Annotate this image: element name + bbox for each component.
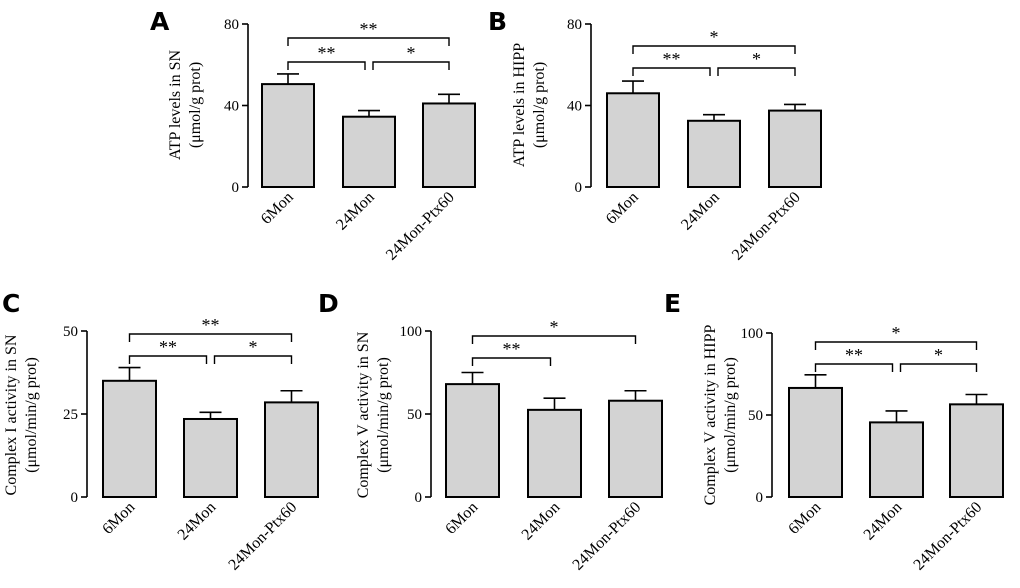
significance-bracket bbox=[372, 61, 450, 70]
y-tick-label: 80 bbox=[224, 17, 239, 33]
y-axis-label-line: Complex V activity in SN bbox=[355, 331, 372, 498]
y-tick-label: 0 bbox=[71, 490, 79, 506]
y-tick-label: 50 bbox=[407, 407, 422, 423]
category-label: 24Mon bbox=[861, 499, 906, 544]
bar bbox=[102, 379, 157, 498]
significance-bracket bbox=[287, 61, 366, 70]
bar bbox=[869, 421, 924, 499]
category-label: 6Mon bbox=[785, 499, 824, 538]
significance-bracket bbox=[814, 363, 894, 372]
y-axis-label: Complex V activity in HIPP (μmol/min/g pr… bbox=[702, 325, 739, 506]
category-label: 6Mon bbox=[603, 189, 642, 228]
significance-bracket bbox=[632, 67, 711, 76]
panel-letter: B bbox=[488, 7, 507, 36]
bar bbox=[608, 399, 663, 498]
bar bbox=[445, 383, 500, 498]
y-axis-label-line: (μmol/min/g prot) bbox=[23, 357, 40, 473]
y-axis-label-line: (μmol/min/g prot) bbox=[722, 357, 739, 473]
y-axis-label-line: (μmol/g prot) bbox=[187, 62, 204, 148]
y-axis-label-line: Complex V activity in HIPP bbox=[702, 325, 719, 506]
significance-label: ** bbox=[360, 19, 378, 39]
significance-label: ** bbox=[845, 345, 863, 365]
y-tick-label: 40 bbox=[224, 99, 239, 115]
y-axis-label: Complex I activity in SN (μmol/min/g prot… bbox=[3, 334, 40, 495]
bar bbox=[342, 115, 396, 188]
y-axis-label-line: ATP levels in SN bbox=[167, 50, 184, 161]
bar bbox=[949, 403, 1004, 498]
significance-bracket bbox=[471, 335, 637, 344]
bar bbox=[422, 102, 476, 188]
bar bbox=[527, 408, 582, 499]
category-label: 24Mon bbox=[678, 189, 723, 234]
significance-bracket bbox=[128, 355, 208, 364]
y-axis-label-line: (μmol/min/g prot) bbox=[375, 357, 392, 473]
panel-letter: D bbox=[318, 289, 339, 318]
bar bbox=[261, 83, 315, 188]
significance-bracket bbox=[899, 363, 978, 372]
y-tick-label: 100 bbox=[400, 324, 423, 340]
significance-bracket bbox=[471, 357, 552, 366]
significance-label: * bbox=[934, 345, 943, 365]
category-label: 24Mon-Ptx60 bbox=[383, 189, 458, 264]
significance-label: ** bbox=[503, 339, 521, 359]
significance-label: * bbox=[892, 323, 901, 343]
category-label: 24Mon-Ptx60 bbox=[225, 499, 300, 574]
y-axis-label-line: ATP levels in HIPP bbox=[511, 43, 528, 167]
significance-label: ** bbox=[202, 315, 220, 335]
panel-letter: C bbox=[2, 289, 20, 318]
y-tick-label: 0 bbox=[756, 490, 764, 506]
significance-bracket bbox=[128, 333, 293, 342]
significance-label: * bbox=[550, 317, 559, 337]
bar bbox=[606, 92, 660, 188]
y-axis-label-line: (μmol/g prot) bbox=[531, 62, 548, 148]
y-axis-label-line: Complex I activity in SN bbox=[3, 334, 20, 495]
category-label: 24Mon bbox=[175, 499, 220, 544]
significance-bracket bbox=[814, 341, 978, 350]
y-tick-label: 50 bbox=[748, 408, 763, 424]
significance-bracket bbox=[632, 45, 796, 54]
significance-label: * bbox=[752, 49, 761, 69]
y-tick-label: 0 bbox=[415, 490, 423, 506]
significance-label: ** bbox=[159, 337, 177, 357]
significance-label: * bbox=[710, 27, 719, 47]
y-tick-label: 0 bbox=[232, 180, 240, 196]
panel-letter: A bbox=[150, 7, 170, 36]
y-tick-label: 50 bbox=[63, 324, 78, 340]
significance-bracket bbox=[213, 355, 293, 364]
y-axis-label: ATP levels in HIPP (μmol/g prot) bbox=[511, 43, 548, 167]
category-label: 6Mon bbox=[99, 499, 138, 538]
bar bbox=[687, 119, 741, 188]
y-tick-label: 0 bbox=[575, 180, 583, 196]
category-label: 24Mon-Ptx60 bbox=[569, 499, 644, 574]
y-tick-label: 40 bbox=[567, 99, 582, 115]
bar bbox=[183, 417, 238, 499]
y-axis-label: Complex V activity in SN (μmol/min/g prot… bbox=[355, 331, 392, 498]
y-tick-label: 25 bbox=[63, 407, 78, 423]
bar bbox=[768, 109, 822, 188]
y-axis-label: ATP levels in SN (μmol/g prot) bbox=[167, 50, 204, 161]
bar bbox=[264, 401, 319, 499]
significance-label: ** bbox=[318, 43, 336, 63]
bar bbox=[788, 386, 843, 498]
category-label: 6Mon bbox=[442, 499, 481, 538]
significance-label: * bbox=[249, 337, 258, 357]
category-label: 6Mon bbox=[258, 189, 297, 228]
y-tick-label: 100 bbox=[741, 326, 764, 342]
category-label: 24Mon bbox=[333, 189, 378, 234]
significance-label: ** bbox=[663, 49, 681, 69]
significance-bracket bbox=[717, 67, 796, 76]
significance-label: * bbox=[407, 43, 416, 63]
category-label: 24Mon-Ptx60 bbox=[729, 189, 804, 264]
category-label: 24Mon-Ptx60 bbox=[910, 499, 985, 574]
significance-bracket bbox=[287, 37, 450, 46]
panel-letter: E bbox=[664, 289, 681, 318]
y-tick-label: 80 bbox=[567, 17, 582, 33]
category-label: 24Mon bbox=[519, 499, 564, 544]
